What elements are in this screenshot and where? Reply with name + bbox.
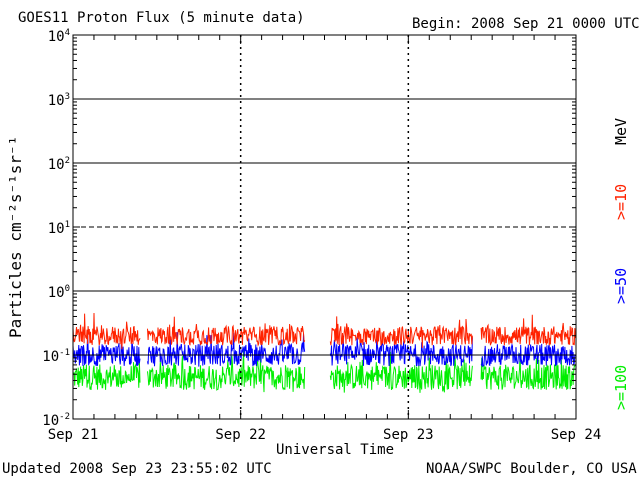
- legend-series-ge10: >=10: [612, 183, 630, 220]
- chart-title: GOES11 Proton Flux (5 minute data): [18, 10, 305, 26]
- x-tick-label-2: Sep 23: [383, 427, 434, 443]
- series-line-0: [72, 312, 576, 350]
- legend-series-ge50: >=50: [612, 267, 630, 304]
- y-tick-label-4: 102: [48, 156, 70, 173]
- x-tick-label-3: Sep 24: [551, 427, 602, 443]
- y-tick-label-1: 10-1: [42, 348, 70, 365]
- series-line-2: [72, 349, 576, 393]
- legend-energy-unit: MeV: [612, 117, 630, 145]
- x-axis-label: Universal Time: [276, 442, 395, 458]
- y-tick-label-5: 103: [48, 92, 70, 109]
- x-tick-label-0: Sep 21: [48, 427, 99, 443]
- y-tick-label-0: 10-2: [42, 412, 70, 429]
- x-tick-label-1: Sep 22: [215, 427, 266, 443]
- y-tick-label-6: 104: [48, 28, 70, 45]
- y-tick-label-3: 101: [48, 220, 70, 237]
- y-tick-label-2: 100: [48, 284, 70, 301]
- footer-source: NOAA/SWPC Boulder, CO USA: [426, 461, 637, 477]
- footer-updated: Updated 2008 Sep 23 23:55:02 UTC: [2, 461, 272, 477]
- legend-series-ge100: >=100: [612, 364, 630, 410]
- begin-label: Begin: 2008 Sep 21 0000 UTC: [412, 16, 640, 32]
- y-axis-label: Particles cm⁻²s⁻¹sr⁻¹: [6, 135, 25, 338]
- series-line-1: [72, 330, 576, 368]
